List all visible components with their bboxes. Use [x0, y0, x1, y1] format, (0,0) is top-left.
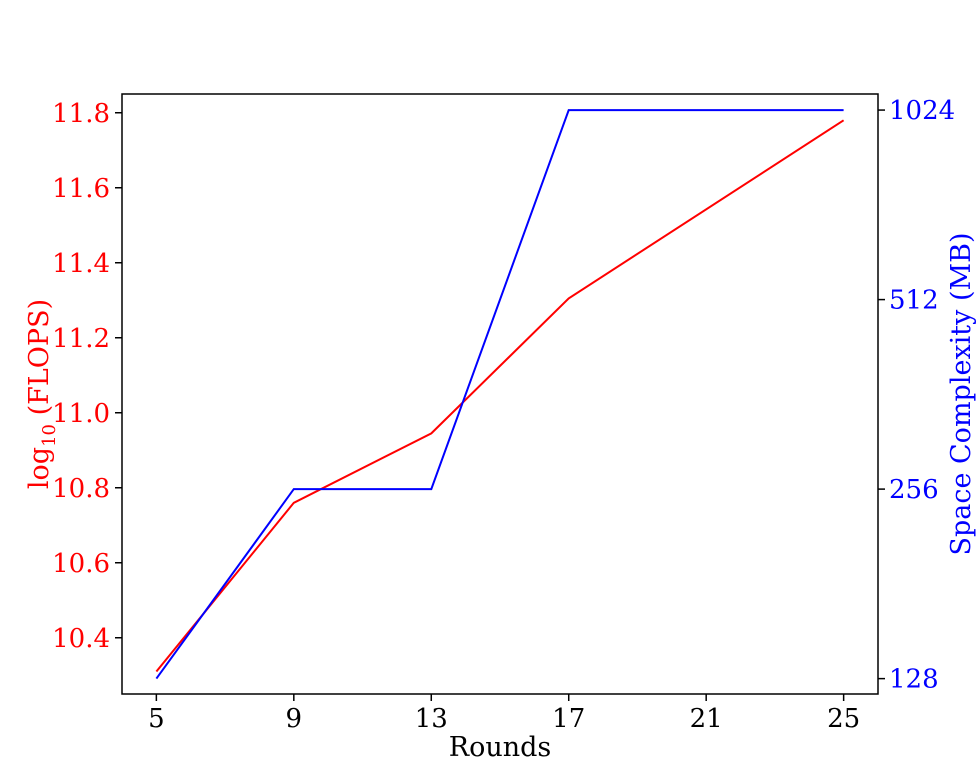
right-tick-label: 1024: [889, 96, 955, 126]
left-tick-label: 11.0: [52, 399, 110, 429]
left-tick-label: 10.8: [52, 474, 110, 504]
right-axis-ticks: 128 256 512 1024: [878, 96, 955, 695]
space-complexity-series-line: [155, 109, 844, 680]
right-tick-label: 256: [889, 475, 939, 505]
x-axis-label: Rounds: [449, 732, 552, 763]
left-tick-label: 11.2: [52, 324, 110, 354]
left-axis-label: log10 (FLOPS): [24, 299, 60, 489]
flops-series-line: [155, 119, 845, 673]
left-axis-label-base: log: [24, 447, 55, 489]
series-layer: [155, 109, 845, 680]
x-tick-label: 13: [415, 704, 448, 734]
x-tick-label: 9: [286, 704, 303, 734]
x-axis-ticks: 5 9 13 17 21 25: [148, 694, 860, 734]
x-tick-label: 5: [148, 704, 165, 734]
x-tick-label: 25: [827, 704, 860, 734]
x-tick-label: 17: [552, 704, 585, 734]
right-tick-label: 512: [889, 286, 939, 316]
left-axis-ticks: 10.4 10.6 10.8 11.0 11.2 11.4 11.6 11.8: [52, 99, 122, 654]
left-tick-label: 11.4: [52, 249, 110, 279]
plot-frame: [121, 93, 879, 695]
right-tick-label: 128: [889, 665, 939, 695]
right-axis-label: Space Complexity (MB): [946, 232, 976, 555]
left-axis-label-rest: (FLOPS): [24, 299, 55, 424]
left-tick-label: 10.6: [52, 549, 110, 579]
left-tick-label: 11.6: [52, 174, 110, 204]
left-axis-label-subscript: 10: [39, 424, 60, 447]
x-tick-label: 21: [690, 704, 723, 734]
left-tick-label: 10.4: [52, 624, 110, 654]
left-tick-label: 11.8: [52, 99, 110, 129]
